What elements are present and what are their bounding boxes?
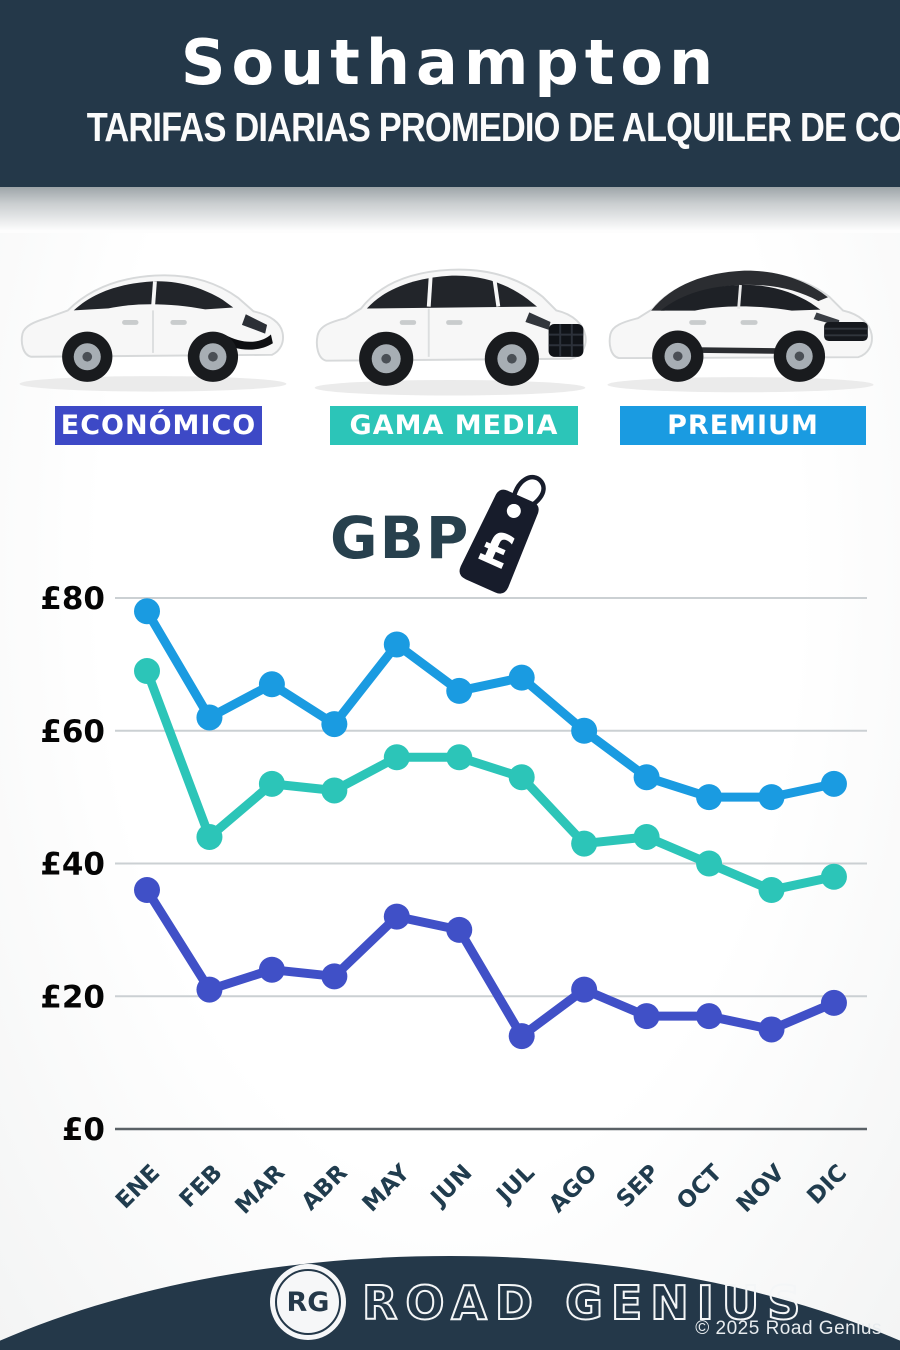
data-point-premium	[383, 631, 410, 658]
data-point-premium	[258, 671, 285, 698]
line-series-económico	[142, 885, 839, 1041]
data-point-económico	[321, 963, 348, 990]
rear-wheel	[359, 331, 414, 386]
data-point-económico	[820, 989, 847, 1016]
data-point-gama-media	[321, 777, 348, 804]
data-point-gama-media	[633, 823, 660, 850]
data-point-premium	[571, 717, 598, 744]
page-title: Southampton	[180, 26, 720, 99]
front-wheel	[187, 331, 239, 382]
y-tick-label: £0	[62, 1112, 105, 1148]
road-genius-logo-monogram: RG	[275, 1269, 341, 1335]
y-tick-label: £20	[40, 979, 105, 1015]
x-tick-label-ABR: ABR	[297, 1160, 353, 1216]
data-point-económico	[633, 1003, 660, 1030]
data-point-premium	[820, 770, 847, 797]
front-wheel	[484, 331, 539, 386]
header-banner: Southampton TARIFAS DIARIAS PROMEDIO DE …	[0, 0, 900, 187]
category-label-economico: ECONÓMICO	[60, 410, 257, 441]
y-tick-label: £40	[40, 847, 105, 883]
category-band-premium: PREMIUM	[620, 406, 866, 445]
x-tick-label-ENE: ENE	[111, 1160, 165, 1214]
x-tick-label-NOV: NOV	[732, 1160, 790, 1218]
data-point-económico	[383, 903, 410, 930]
category-band-gama-media: GAMA MEDIA	[330, 406, 578, 445]
premium-car-image	[607, 270, 874, 393]
data-point-gama-media	[383, 744, 410, 771]
road-genius-logo-icon: RG	[270, 1264, 346, 1340]
y-tick-label: £80	[40, 581, 105, 617]
price-tag-pound-icon: £	[459, 475, 546, 594]
header-shadow-gradient	[0, 187, 900, 233]
x-tick-label-SEP: SEP	[612, 1160, 665, 1213]
category-band-economico: ECONÓMICO	[55, 406, 262, 445]
data-point-premium	[508, 664, 535, 691]
currency-label: GBP	[330, 504, 471, 572]
x-tick-label-DIC: DIC	[802, 1160, 852, 1210]
x-tick-label-JUL: JUL	[491, 1160, 541, 1210]
data-point-premium	[196, 704, 223, 731]
x-tick-label-AGO: AGO	[544, 1160, 602, 1218]
data-point-gama-media	[446, 744, 473, 771]
y-tick-label: £60	[40, 714, 105, 750]
page-subtitle: TARIFAS DIARIAS PROMEDIO DE ALQUILER DE …	[86, 104, 900, 150]
data-point-económico	[696, 1003, 723, 1030]
rear-wheel	[652, 330, 704, 382]
midrange-car-image	[314, 268, 587, 396]
copyright-text: © 2025 Road Genius	[695, 1318, 882, 1339]
data-point-económico	[446, 916, 473, 943]
data-point-premium	[446, 677, 473, 704]
x-tick-label-MAY: MAY	[358, 1160, 416, 1218]
data-point-premium	[134, 598, 160, 625]
data-point-gama-media	[820, 863, 847, 890]
data-point-económico	[134, 877, 160, 904]
category-label-gama-media: GAMA MEDIA	[349, 410, 559, 441]
line-series-gama-media	[142, 666, 839, 895]
front-wheel	[773, 330, 826, 382]
brand-name: ROAD GENIUS	[361, 1275, 809, 1331]
rear-wheel	[62, 331, 113, 382]
data-point-gama-media	[696, 850, 723, 877]
data-point-gama-media	[508, 764, 535, 791]
data-point-premium	[696, 784, 723, 811]
data-point-gama-media	[196, 823, 223, 850]
data-point-económico	[258, 956, 285, 983]
economy-car-image	[19, 274, 287, 392]
data-point-gama-media	[134, 658, 160, 685]
x-tick-label-JUN: JUN	[425, 1160, 478, 1213]
data-point-económico	[508, 1023, 535, 1050]
data-point-económico	[196, 976, 223, 1003]
category-label-premium: PREMIUM	[667, 410, 819, 441]
data-point-gama-media	[258, 770, 285, 797]
data-point-premium	[758, 784, 785, 811]
data-point-premium	[321, 711, 348, 738]
data-point-gama-media	[758, 877, 785, 904]
page-subtitle-wrap: TARIFAS DIARIAS PROMEDIO DE ALQUILER DE …	[0, 104, 900, 151]
x-tick-label-OCT: OCT	[672, 1160, 727, 1215]
x-tick-label-MAR: MAR	[230, 1160, 290, 1220]
data-point-gama-media	[571, 830, 598, 857]
data-point-económico	[571, 976, 598, 1003]
data-point-premium	[633, 764, 660, 791]
x-tick-label-FEB: FEB	[175, 1160, 228, 1213]
data-point-económico	[758, 1016, 785, 1043]
